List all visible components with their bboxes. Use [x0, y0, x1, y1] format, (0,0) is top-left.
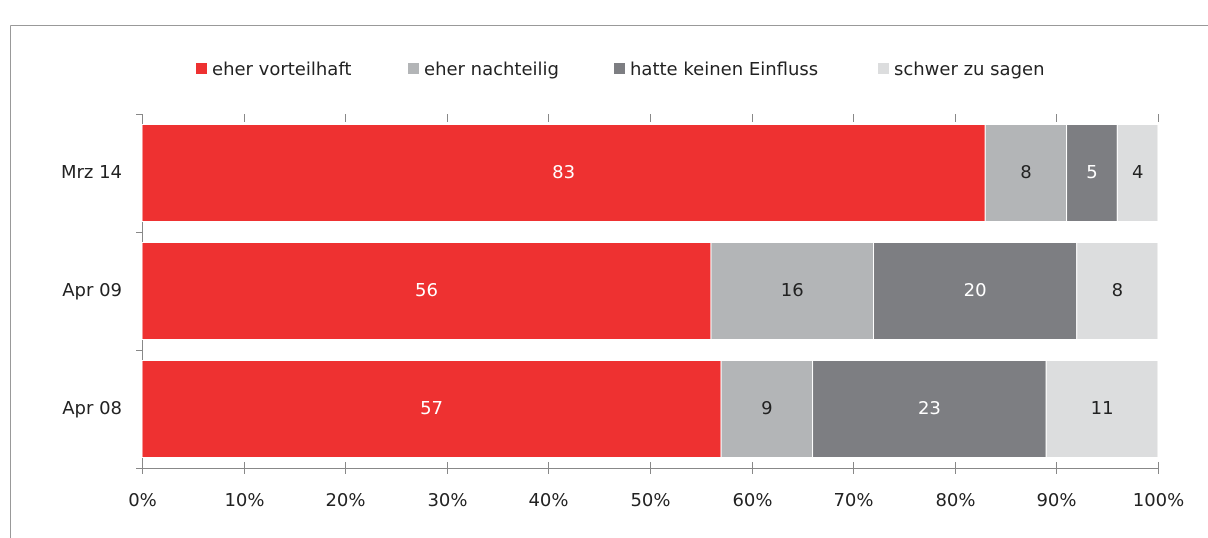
x-tick-label: 50% — [630, 490, 670, 511]
legend-label: eher vorteilhaft — [212, 59, 351, 80]
x-tick-label: 100% — [1133, 490, 1184, 511]
x-tick-label: 20% — [325, 490, 365, 511]
data-label: 8 — [1020, 162, 1031, 183]
bar-segment — [1076, 242, 1159, 340]
data-label: 83 — [552, 162, 575, 183]
bar-segment — [1116, 124, 1159, 222]
bar-segment — [812, 360, 1047, 458]
x-tick-label: 10% — [224, 490, 264, 511]
legend-swatch — [614, 63, 625, 74]
data-label: 20 — [964, 280, 987, 301]
data-label: 8 — [1112, 280, 1123, 301]
x-tick-label: 90% — [1036, 490, 1076, 511]
data-label: 57 — [420, 398, 443, 419]
y-tick-label: Mrz 14 — [61, 162, 122, 183]
legend-label: schwer zu sagen — [894, 59, 1045, 80]
data-label: 56 — [415, 280, 438, 301]
legend-label: eher nachteilig — [424, 59, 559, 80]
x-tick-label: 70% — [833, 490, 873, 511]
x-tick-label: 60% — [732, 490, 772, 511]
bar-segment — [141, 124, 986, 222]
x-tick-label: 0% — [128, 490, 157, 511]
bar-segment — [1066, 124, 1118, 222]
bar-segment — [141, 242, 712, 340]
legend-swatch — [196, 63, 207, 74]
bar-segment — [710, 242, 875, 340]
x-tick-label: 30% — [427, 490, 467, 511]
legend-swatch — [878, 63, 889, 74]
data-label: 11 — [1091, 398, 1114, 419]
y-tick-label: Apr 09 — [62, 280, 122, 301]
data-label: 9 — [761, 398, 772, 419]
bar-segment — [873, 242, 1078, 340]
y-tick-label: Apr 08 — [62, 398, 122, 419]
x-tick-label: 80% — [935, 490, 975, 511]
legend-label: hatte keinen Einfluss — [630, 59, 818, 80]
data-label: 4 — [1132, 162, 1143, 183]
bar-segment — [720, 360, 814, 458]
bar-segment — [1045, 360, 1159, 458]
data-label: 16 — [781, 280, 804, 301]
data-label: 23 — [918, 398, 941, 419]
data-label: 5 — [1086, 162, 1097, 183]
legend-swatch — [408, 63, 419, 74]
x-tick-label: 40% — [528, 490, 568, 511]
